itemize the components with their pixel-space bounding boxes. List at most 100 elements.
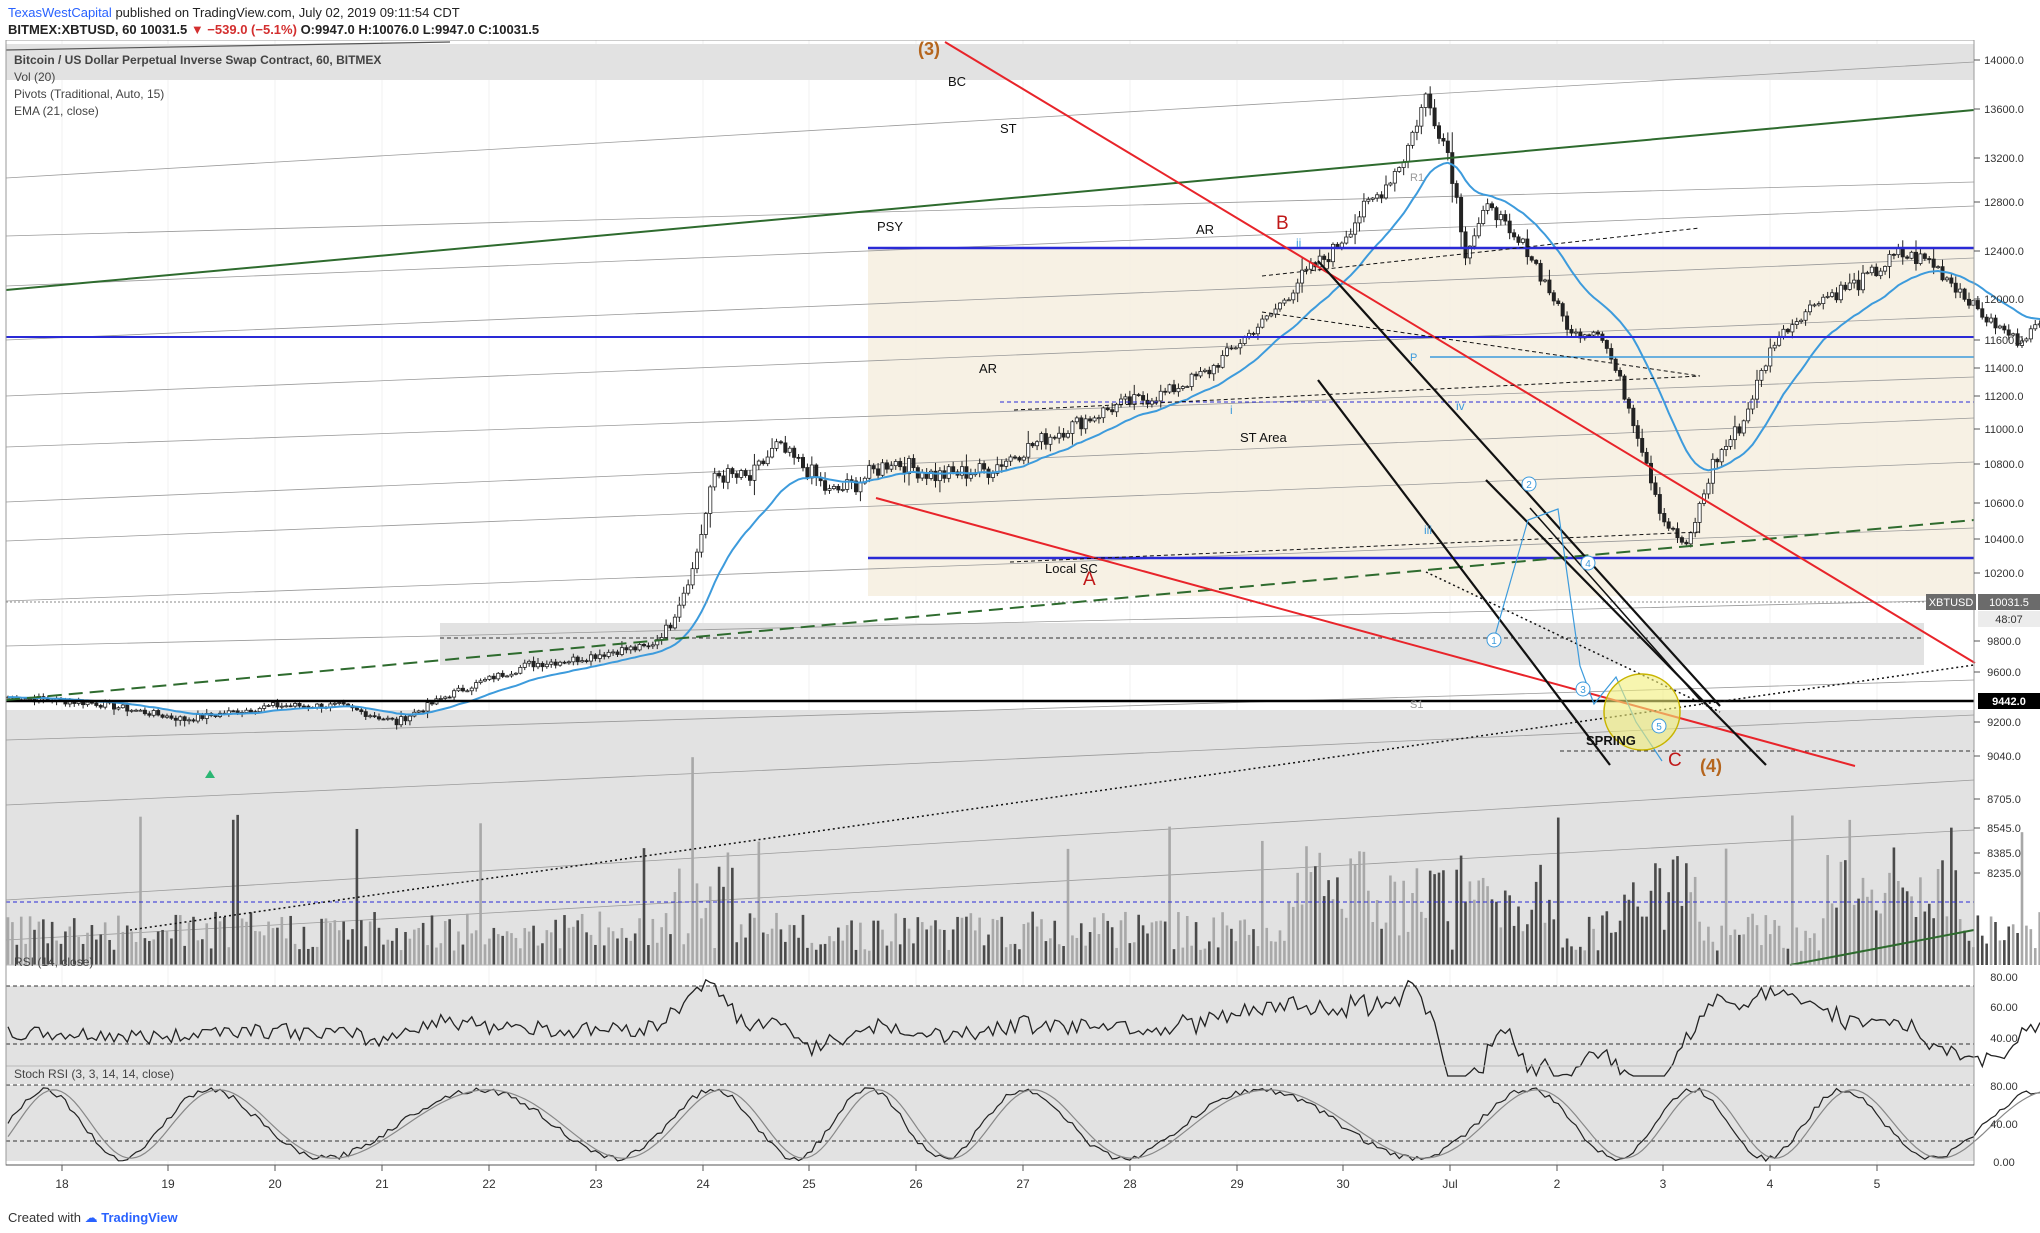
- legend-rsi[interactable]: RSI (14, close): [14, 955, 93, 969]
- wave-5-marker: 5: [1651, 718, 1667, 734]
- dashed-arc-1: [1261, 227, 1701, 277]
- svg-text:1: 1: [1491, 636, 1497, 647]
- price-tick-label: 10400.0: [1984, 534, 2024, 546]
- annotations: (3) (4) B A C BC ST PSY AR AR ST Area Lo…: [205, 40, 1722, 778]
- price-tick-label: 8705.0: [1987, 794, 2021, 806]
- tradingview-link[interactable]: TradingView: [101, 1210, 178, 1225]
- legend-ema[interactable]: EMA (21, close): [14, 104, 99, 118]
- price-tick-label: 9200.0: [1987, 717, 2021, 729]
- tradingview-logo-icon[interactable]: ☁: [84, 1210, 98, 1225]
- time-tick-label: 26: [909, 1177, 923, 1191]
- created-with-text: Created with: [8, 1210, 81, 1225]
- time-tick-label: 3: [1660, 1177, 1667, 1191]
- resistance-band: [6, 44, 1974, 80]
- st-area-label: ST Area: [1240, 430, 1288, 445]
- ohlc-values: O:9947.0 H:10076.0 L:9947.0 C:10031.5: [300, 22, 540, 37]
- volume-band: [6, 825, 1974, 965]
- wave-iii-label: iii: [1424, 523, 1432, 537]
- volume-histogram: [6, 757, 2040, 965]
- time-tick-label: 28: [1123, 1177, 1137, 1191]
- price-tick-label: 12800.0: [1984, 197, 2024, 209]
- price-tick-label: 11200.0: [1985, 391, 2024, 403]
- legend-volume[interactable]: Vol (20): [14, 70, 55, 84]
- wave-4-marker: 4: [1580, 555, 1596, 571]
- time-tick-label: Jul: [1442, 1177, 1457, 1191]
- time-tick-label: 29: [1230, 1177, 1244, 1191]
- green-lower-trendline: [1789, 929, 1975, 966]
- wave-3-marker: 3: [1575, 681, 1591, 697]
- svg-text:XBTUSD: XBTUSD: [1929, 597, 1974, 609]
- price-tick-label: 10600.0: [1984, 498, 2024, 510]
- st-label: ST: [1000, 121, 1017, 136]
- bc-label: BC: [948, 74, 966, 89]
- stoch-d-line: [7, 1089, 2040, 1159]
- stoch-tick-label: 80.00: [1990, 1081, 2018, 1093]
- price-tick-label: 12400.0: [1984, 246, 2024, 258]
- wave-B-label: B: [1276, 213, 1289, 234]
- footer: Created with ☁ TradingView: [8, 1210, 178, 1226]
- wave-C-label: C: [1668, 750, 1682, 771]
- green-trendline: [5, 109, 1975, 291]
- red-lower-line: [875, 497, 1856, 767]
- wave-ii-label: ii: [1296, 236, 1301, 250]
- red-downtrend-line: [944, 41, 1976, 664]
- price-tick-label: 9600.0: [1987, 667, 2021, 679]
- dashed-arc-3: [1009, 531, 1701, 563]
- black-wedge-line: [1529, 507, 1701, 701]
- time-tick-label: 24: [696, 1177, 710, 1191]
- time-tick-label: 18: [55, 1177, 69, 1191]
- svg-text:10031.5: 10031.5: [1989, 597, 2029, 609]
- black-channel-upper: [1317, 260, 1721, 707]
- publish-info: published on TradingView.com, July 02, 2…: [115, 5, 460, 20]
- author-link[interactable]: TexasWestCapital: [8, 5, 112, 20]
- time-tick-label: 20: [268, 1177, 282, 1191]
- rsi-line: [7, 978, 2040, 1078]
- price-tick-label: 8385.0: [1987, 848, 2021, 860]
- svg-text:48:07: 48:07: [1995, 614, 2023, 626]
- rsi-tick-label: 40.00: [1990, 1033, 2018, 1045]
- legend-stoch[interactable]: Stoch RSI (3, 3, 14, 14, close): [14, 1067, 174, 1081]
- green-dashed-trendline: [5, 519, 1975, 701]
- time-tick-label: 27: [1016, 1177, 1030, 1191]
- price-tick-label: 13600.0: [1984, 104, 2024, 116]
- price-tick-label: 11000.0: [1985, 424, 2024, 436]
- legend-pivots[interactable]: Pivots (Traditional, Auto, 15): [14, 87, 164, 101]
- price-tick-label: 8545.0: [1987, 823, 2021, 835]
- price-tick-label: 11600.0: [1985, 335, 2024, 347]
- buy-signal-arrow: [205, 770, 215, 778]
- trading-range-zone: [868, 248, 1974, 596]
- time-tick-label: 21: [375, 1177, 389, 1191]
- price-tick-label: 13200.0: [1984, 153, 2024, 165]
- publish-line: TexasWestCapital published on TradingVie…: [8, 5, 460, 20]
- wave-4-label: (4): [1700, 756, 1722, 776]
- time-tick-label: 4: [1767, 1177, 1774, 1191]
- candlestick-series: [6, 86, 2040, 730]
- price-axis[interactable]: 14000.0 13600.0 13200.0 12800.0 12400.0 12000…: [1974, 55, 2024, 880]
- symbol-label: BITMEX:XBTUSD, 60: [8, 22, 137, 37]
- chart-canvas[interactable]: 14000.0 13600.0 13200.0 12800.0 12400.0 12000…: [0, 40, 2040, 1205]
- svg-text:4: 4: [1585, 559, 1591, 570]
- price-tick-label: 14000.0: [1984, 55, 2024, 67]
- dotted-rising-trendline: [129, 664, 1975, 931]
- pivot-s1-label: S1: [1410, 699, 1423, 711]
- rsi-axis: 80.00 60.00 40.00: [1990, 972, 2018, 1045]
- price-tick-label: 10800.0: [1984, 459, 2024, 471]
- time-axis[interactable]: 18 19 20 21 22 23 24 25 26 27 28 29 30 Jul 2 3 4 5: [55, 1165, 1881, 1191]
- wave-iv-label: iv: [1456, 399, 1465, 413]
- time-tick-label: 5: [1874, 1177, 1881, 1191]
- psy-label: PSY: [877, 219, 903, 234]
- spring-label: SPRING: [1586, 733, 1636, 748]
- stoch-band: [6, 1085, 1974, 1161]
- pivot-p-label: P: [1410, 352, 1417, 364]
- time-tick-label: 23: [589, 1177, 603, 1191]
- black-channel-lower: [1317, 379, 1611, 766]
- time-tick-label: 22: [482, 1177, 496, 1191]
- rsi-tick-label: 80.00: [1990, 972, 2018, 984]
- price-change: ▼ −539.0 (−5.1%): [190, 22, 297, 37]
- wave-1-marker: 1: [1486, 632, 1502, 648]
- black-channel-inner: [1485, 479, 1767, 766]
- time-tick-label: 25: [802, 1177, 816, 1191]
- rsi-tick-label: 60.00: [1990, 1002, 2018, 1014]
- last-price-tag: XBTUSD 10031.5 48:07: [1926, 594, 2040, 627]
- wave-A-label: A: [1083, 569, 1096, 590]
